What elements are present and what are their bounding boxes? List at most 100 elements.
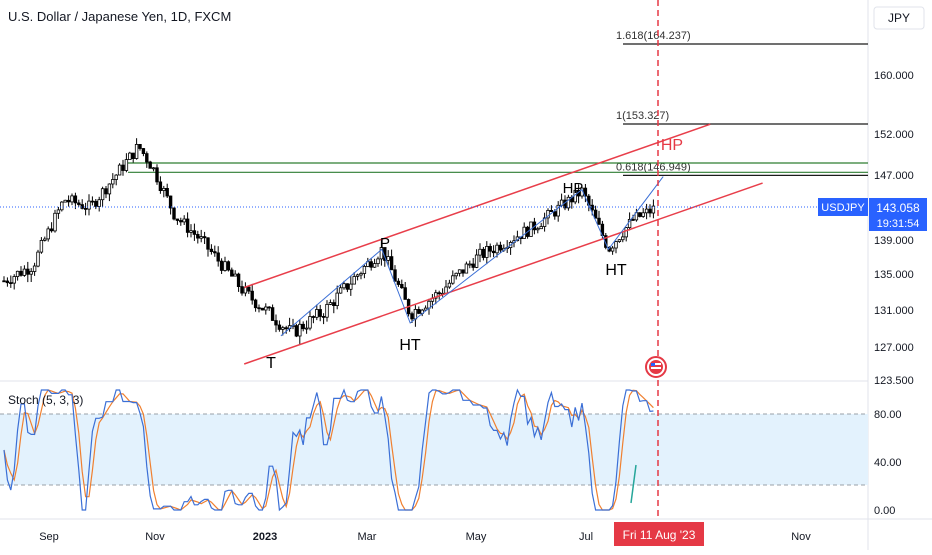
candle-body <box>393 269 397 282</box>
candle-body <box>230 269 234 277</box>
wave-label-ht-2: HT <box>605 262 627 279</box>
stoch-k-line <box>3 388 654 512</box>
time-label-mar: Mar <box>358 531 377 543</box>
candle-body <box>644 208 649 214</box>
candle-body <box>308 316 312 329</box>
candle-body <box>141 148 146 154</box>
candle-body <box>87 200 91 210</box>
candle-body <box>437 292 441 295</box>
candle-body <box>165 187 169 197</box>
candle-body <box>189 230 193 233</box>
candle-body <box>145 153 149 163</box>
price-tick: 131.000 <box>874 305 914 317</box>
candle-body <box>546 209 550 219</box>
candle-body <box>32 265 37 272</box>
candle-body <box>202 236 207 239</box>
candle-body <box>216 252 220 262</box>
candle-body <box>46 228 50 240</box>
candle-body <box>121 164 125 171</box>
candle-body <box>260 307 265 311</box>
candle-body <box>111 179 115 185</box>
candle-body <box>556 204 560 217</box>
candle-body <box>349 283 353 290</box>
candle-body <box>447 282 452 288</box>
candle-body <box>583 187 588 197</box>
candle-body <box>648 208 652 214</box>
stoch-tick: 80.00 <box>874 409 902 421</box>
candle-body <box>209 248 214 252</box>
candle-body <box>638 212 642 217</box>
candle-body <box>355 274 360 277</box>
candle-body <box>478 248 482 256</box>
price-tick: 139.000 <box>874 235 914 247</box>
candle-body <box>597 217 601 225</box>
candle-body <box>277 324 282 330</box>
channel-upper-line[interactable] <box>243 123 711 289</box>
candle-body <box>451 275 455 284</box>
candle-body <box>471 263 475 268</box>
candle-body <box>124 159 129 171</box>
candle-body <box>128 152 132 161</box>
wave-label-t: T <box>266 355 276 372</box>
price-tick: 160.000 <box>874 70 914 82</box>
stoch-band <box>0 414 868 485</box>
candle-body <box>481 248 486 258</box>
candle-body <box>379 247 384 260</box>
price-tick: 152.000 <box>874 129 914 141</box>
candle-body <box>495 244 499 254</box>
candle-body <box>315 309 319 318</box>
candle-body <box>386 256 390 261</box>
candle-body <box>53 212 57 232</box>
candle-body <box>257 307 261 310</box>
candle-body <box>26 268 30 275</box>
time-label-jul: Jul <box>579 531 593 543</box>
channel-lower-line[interactable] <box>243 182 763 365</box>
candle-body <box>444 286 448 294</box>
candle-body <box>454 272 458 277</box>
currency-button[interactable] <box>873 6 925 30</box>
symbol-badge <box>818 198 868 216</box>
candle-body <box>100 188 105 201</box>
candle-body <box>29 271 33 275</box>
candle-body <box>522 226 526 239</box>
current-date-badge-label: Fri 11 Aug '23 <box>623 528 696 542</box>
fib-level-label: 0.618(146.949) <box>616 161 691 173</box>
candle-body <box>134 143 139 159</box>
candle-body <box>240 286 244 294</box>
candle-body <box>138 143 142 149</box>
us-flag-event-icon[interactable] <box>645 356 667 378</box>
candle-body <box>624 227 628 238</box>
candle-body <box>488 245 492 252</box>
candle-body <box>19 270 23 276</box>
price-tick: 135.000 <box>874 269 914 281</box>
candle-body <box>80 204 84 209</box>
candle-body <box>36 251 40 267</box>
price-pane[interactable] <box>0 0 868 380</box>
candle-body <box>417 308 421 314</box>
candle-body <box>270 307 275 321</box>
candle-body <box>206 237 210 250</box>
candle-body <box>396 280 401 285</box>
candle-body <box>226 261 231 271</box>
candle-body <box>148 161 152 169</box>
candle-body <box>345 283 350 290</box>
stoch-tick: 40.00 <box>874 457 902 469</box>
wave-zigzag-line[interactable] <box>280 176 664 337</box>
candle-body <box>83 207 88 210</box>
candle-body <box>400 283 404 289</box>
divergence-line[interactable] <box>630 464 637 504</box>
candle-body <box>70 195 74 203</box>
stoch-tick: 0.00 <box>874 505 895 517</box>
candle-body <box>219 260 224 271</box>
candle-body <box>457 269 462 274</box>
candle-body <box>233 273 237 277</box>
candle-body <box>284 327 288 330</box>
candle-body <box>43 238 47 241</box>
candle-body <box>474 254 479 268</box>
candle-body <box>168 195 173 209</box>
candle-body <box>485 245 489 258</box>
candle-body <box>566 196 571 209</box>
candle-body <box>192 230 197 235</box>
candle-body <box>56 209 61 214</box>
